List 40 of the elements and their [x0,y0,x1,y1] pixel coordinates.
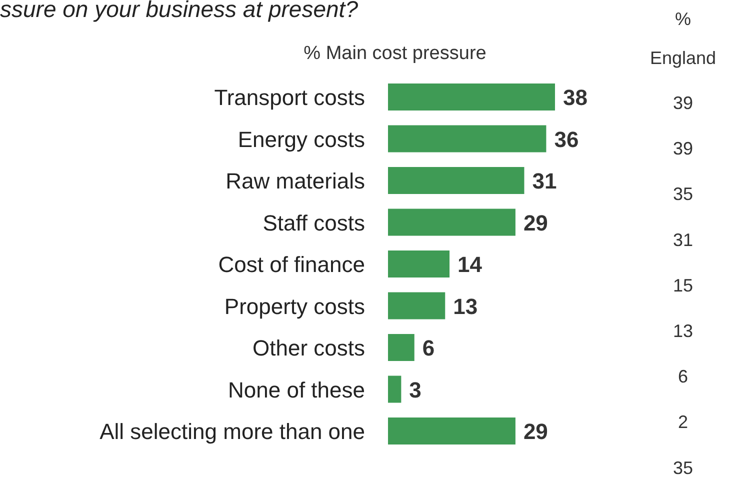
text: 39 [672,93,694,113]
data-label: 36 [554,126,579,152]
text: 39 [672,138,694,159]
x-axis-title: % Main cost pressure [304,43,486,64]
y-tick-label: All selecting more than one [100,419,365,444]
bar [388,334,414,361]
y-tick-label: None of these [228,377,365,402]
y-tick-label: Energy costs [238,126,365,152]
data-label: 31 [532,168,557,194]
bar [388,84,555,110]
y-tick-label: Cost of finance [218,252,365,277]
data-label: 29 [523,210,548,236]
text: 6 [678,366,688,387]
data-label: 38 [563,85,588,110]
text: 15 [672,275,694,296]
data-label: 3 [409,377,422,402]
y-tick-label: Other costs [252,336,365,360]
bar [388,376,402,403]
data-label: 6 [422,336,435,360]
text: 2 [678,412,688,432]
text: 35 [672,184,694,204]
y-tick-label: Raw materials [226,168,365,194]
bar [388,208,516,236]
bar [388,418,516,444]
y-tick-label: Staff costs [262,210,365,236]
data-label: 14 [458,252,483,277]
data-label: 13 [453,294,478,319]
text: 31 [672,230,694,250]
text: England [650,48,716,68]
bar [388,125,546,152]
bar [388,292,446,320]
text: ssure on your business at present? [0,0,358,22]
bar [388,167,524,194]
y-tick-label: Transport costs [214,85,365,110]
bar [388,250,450,278]
text: % [674,9,692,29]
data-label: 29 [523,419,548,444]
y-tick-label: Property costs [224,294,365,319]
text: 35 [672,458,694,478]
text: 13 [672,321,694,341]
